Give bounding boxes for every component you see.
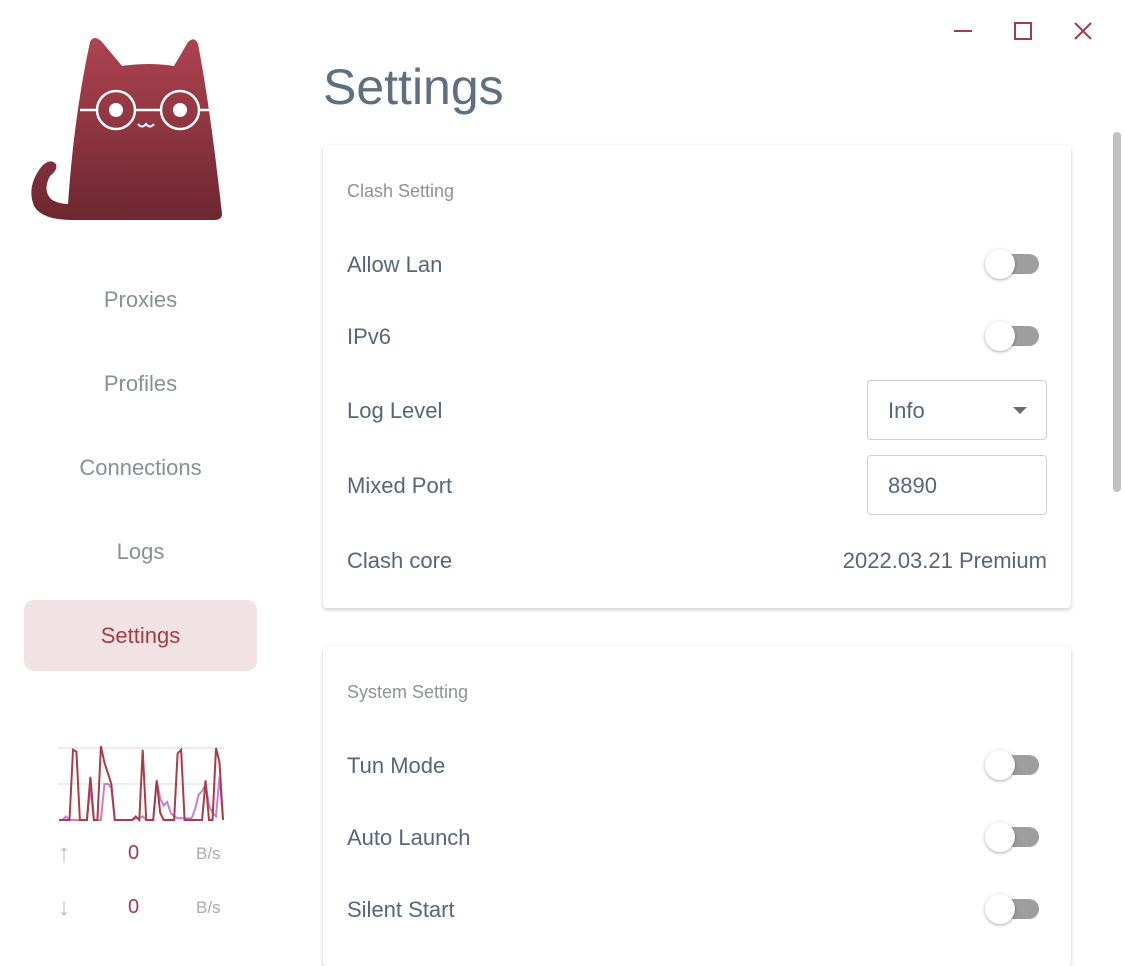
close-icon bbox=[1074, 22, 1092, 40]
allow-lan-label: Allow Lan bbox=[347, 252, 443, 277]
card-title: System Setting bbox=[347, 682, 469, 702]
ipv6-label: IPv6 bbox=[347, 324, 392, 349]
page-title: Settings bbox=[323, 59, 504, 115]
sidebar-item-settings[interactable]: Settings bbox=[24, 600, 257, 671]
sidebar: Proxies Profiles Connections Logs Settin… bbox=[0, 0, 280, 937]
traffic-series-line bbox=[59, 745, 224, 822]
traffic-chart bbox=[58, 745, 224, 822]
download-speed: ↓ 0 B/s bbox=[58, 894, 228, 924]
auto-launch-label: Auto Launch bbox=[347, 825, 471, 850]
dropdown-caret-icon bbox=[1013, 407, 1027, 414]
sidebar-item-logs[interactable]: Logs bbox=[116, 538, 165, 564]
silent-start-toggle[interactable] bbox=[985, 893, 1041, 925]
maximize-icon bbox=[1014, 22, 1032, 40]
allow-lan-toggle[interactable] bbox=[985, 248, 1041, 280]
minimize-button[interactable] bbox=[946, 14, 980, 48]
arrow-up-icon: ↑ bbox=[58, 840, 70, 867]
card-title: Clash Setting bbox=[347, 181, 455, 201]
sidebar-item-profiles[interactable]: Profiles bbox=[103, 370, 178, 396]
system-setting-card: System Setting Tun Mode Auto Launch Sile… bbox=[323, 646, 1071, 966]
mixed-port-value: 8890 bbox=[888, 473, 937, 498]
clash-setting-card: Clash Setting Allow Lan IPv6 Log Level I… bbox=[323, 145, 1071, 608]
minimize-icon bbox=[954, 30, 972, 32]
tun-mode-label: Tun Mode bbox=[347, 753, 446, 778]
download-value: 0 bbox=[128, 896, 140, 918]
upload-unit: B/s bbox=[196, 844, 221, 863]
maximize-button[interactable] bbox=[1006, 14, 1040, 48]
close-button[interactable] bbox=[1066, 14, 1100, 48]
clash-core-label: Clash core bbox=[347, 548, 453, 573]
sidebar-item-connections[interactable]: Connections bbox=[79, 454, 202, 480]
cat-logo bbox=[31, 38, 223, 220]
mixed-port-label: Mixed Port bbox=[347, 473, 453, 498]
upload-value: 0 bbox=[128, 842, 140, 864]
mixed-port-input[interactable]: 8890 bbox=[867, 455, 1047, 515]
silent-start-label: Silent Start bbox=[347, 897, 455, 922]
scrollbar[interactable] bbox=[1113, 132, 1121, 492]
sidebar-item-proxies[interactable]: Proxies bbox=[103, 286, 178, 312]
tun-mode-toggle[interactable] bbox=[985, 749, 1041, 781]
log-level-value: Info bbox=[888, 398, 925, 423]
arrow-down-icon: ↓ bbox=[58, 894, 70, 921]
log-level-select[interactable]: Info bbox=[867, 380, 1047, 440]
ipv6-toggle[interactable] bbox=[985, 320, 1041, 352]
upload-speed: ↑ 0 B/s bbox=[58, 840, 228, 870]
auto-launch-toggle[interactable] bbox=[985, 821, 1041, 853]
clash-core-version: 2022.03.21 Premium bbox=[842, 548, 1047, 573]
log-level-label: Log Level bbox=[347, 398, 443, 423]
download-unit: B/s bbox=[196, 898, 221, 917]
